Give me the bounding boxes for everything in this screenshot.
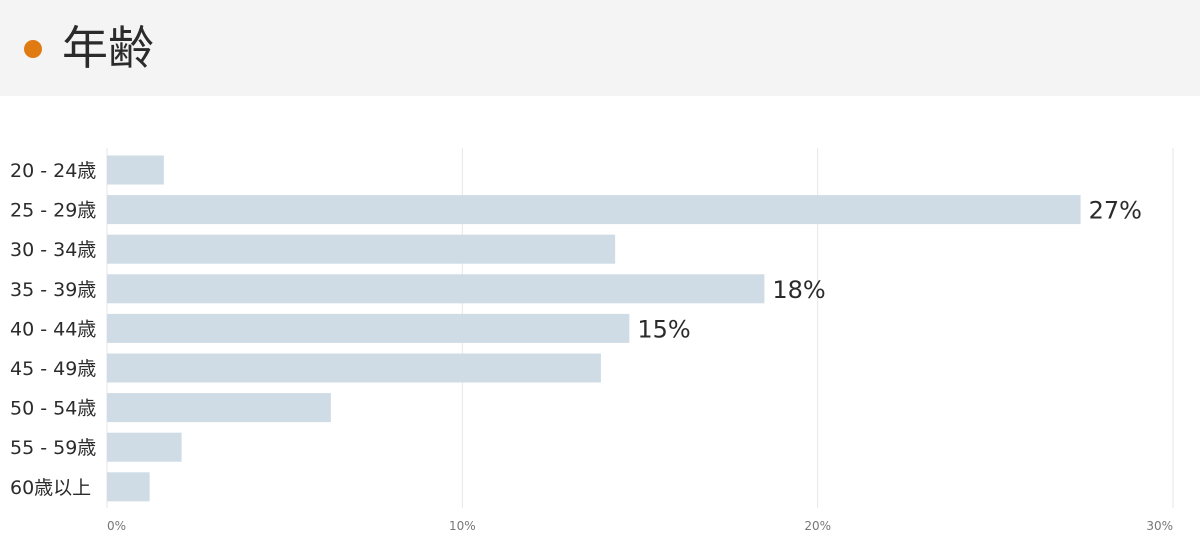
data-label: 27% [1089,197,1142,225]
bar [107,313,630,343]
category-label: 55 - 59歳 [10,437,96,459]
x-tick-label: 10% [449,519,476,533]
x-tick-label: 0% [107,519,126,533]
bar [107,274,765,304]
category-label: 20 - 24歳 [10,160,96,182]
bar [107,432,182,462]
category-label: 40 - 44歳 [10,318,96,340]
bar [107,155,164,185]
age-bar-chart: 0% 10% 20% 30% 20 - 24歳 25 - 29歳 27% 30 - 34歳 35… [0,96,1200,544]
category-label: 30 - 34歳 [10,239,96,261]
bar [107,393,331,423]
orange-dot-icon [24,40,42,58]
data-label: 15% [637,315,690,343]
x-tick-label: 30% [1146,519,1173,533]
category-label: 60歳以上 [10,477,91,499]
bar [107,353,601,383]
bar [107,234,616,264]
x-tick-label: 20% [804,519,831,533]
bar [107,195,1081,225]
section-header: 年齢 [0,0,1200,96]
data-label: 18% [772,276,825,304]
bar [107,472,150,502]
category-label: 45 - 49歳 [10,358,96,380]
section-title: 年齢 [62,21,154,75]
category-label: 35 - 39歳 [10,279,96,301]
category-label: 25 - 29歳 [10,200,96,222]
chart-svg: 0% 10% 20% 30% 20 - 24歳 25 - 29歳 27% 30 - 34歳 35… [10,148,1174,533]
category-label: 50 - 54歳 [10,398,96,420]
